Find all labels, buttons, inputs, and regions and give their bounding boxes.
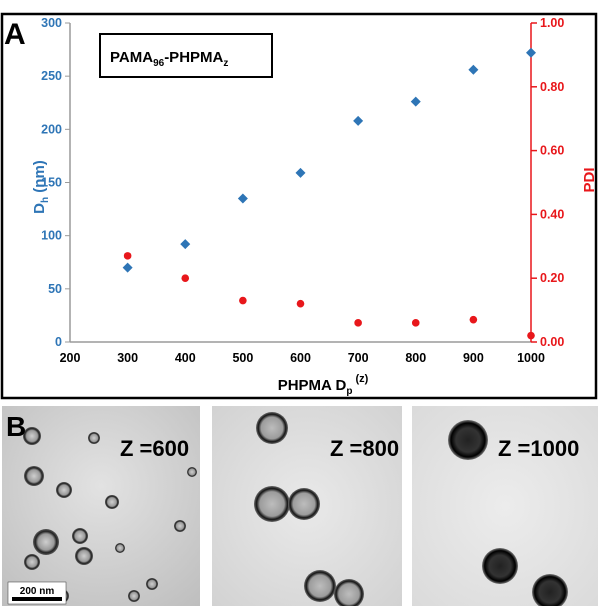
panel-a-frame — [0, 12, 598, 400]
tem-image-z1000: Z =1000 — [412, 406, 598, 606]
y-left-tick-label-250: 250 — [41, 69, 62, 83]
chart-axes: 200 300 400 500 600 700 800 900 1000 0 50 100 150 200… — [41, 16, 564, 365]
tem-label-z800: Z =800 — [330, 436, 399, 461]
tem-label-z600: Z =600 — [120, 436, 189, 461]
y-right-tick-label-0.00: 0.00 — [540, 335, 564, 349]
y-right-axis-label: PDI — [581, 167, 598, 192]
x-tick-label-600: 600 — [290, 351, 311, 365]
tem-image-z800: Z =800 — [212, 406, 402, 606]
y-left-tick-label-0: 0 — [55, 335, 62, 349]
pdi-point-300 — [123, 252, 132, 260]
y-right-tick-label-1.00: 1.00 — [540, 16, 564, 30]
series-dh — [122, 47, 536, 273]
dh-point-700 — [353, 115, 364, 126]
x-tick-label-1000: 1000 — [517, 351, 545, 365]
scale-bar — [12, 597, 62, 601]
dh-point-800 — [410, 96, 421, 107]
x-tick-label-300: 300 — [117, 351, 138, 365]
dh-point-500 — [237, 193, 248, 204]
pdi-point-500 — [239, 296, 247, 305]
y-left-tick-label-300: 300 — [41, 16, 62, 30]
chart-svg: A 200 300 400 500 600 700 800 900 10000501001502… — [0, 12, 598, 400]
y-right-tick-label-0.40: 0.40 — [540, 207, 564, 221]
tem-image-z600: Z =600 B 200 nm — [2, 406, 200, 606]
y-left-tick-label-50: 50 — [48, 282, 62, 296]
panel-a-letter: A — [4, 18, 26, 51]
y-right-tick-label-0.20: 0.20 — [540, 271, 564, 285]
tem-label-z1000: Z =1000 — [498, 436, 579, 461]
dh-point-300 — [122, 262, 133, 273]
y-left-tick-label-200: 200 — [41, 122, 62, 136]
panel-b-letter: B — [6, 411, 26, 442]
legend-box-label: PAMA96-PHPMAz — [110, 49, 228, 69]
scale-bar-label: 200 nm — [20, 586, 55, 597]
series-pdi — [123, 252, 535, 340]
dh-point-600 — [295, 167, 306, 178]
pdi-point-900 — [469, 315, 478, 324]
x-axis-label: PHPMA Dp(z) — [278, 373, 369, 397]
legend-box — [99, 33, 273, 78]
x-tick-label-800: 800 — [405, 351, 426, 365]
x-tick-label-900: 900 — [463, 351, 484, 365]
dh-point-400 — [180, 239, 191, 250]
dh-point-900 — [468, 64, 479, 75]
y-left-axis-label: Dh (nm) — [31, 160, 51, 214]
pdi-point-700 — [354, 319, 362, 327]
x-tick-label-500: 500 — [232, 351, 253, 365]
panel-b-tem-images: Z =600 B 200 nm Z =800 — [0, 400, 598, 606]
x-tick-label-700: 700 — [348, 351, 369, 365]
pdi-point-400 — [181, 274, 190, 283]
y-left-tick-label-150: 150 — [41, 176, 62, 190]
y-right-tick-label-0.80: 0.80 — [540, 80, 564, 94]
dh-point-1000 — [526, 47, 536, 58]
pdi-point-600 — [296, 299, 305, 308]
y-left-tick-label-100: 100 — [41, 229, 62, 243]
pdi-point-1000 — [527, 331, 535, 340]
y-right-tick-label-0.60: 0.60 — [540, 144, 564, 158]
pdi-point-800 — [411, 319, 420, 327]
panel-a-chart: A 200 300 400 500 600 700 800 900 1000 0 50 100 150 2… — [0, 12, 598, 400]
x-tick-label-200: 200 — [60, 351, 81, 365]
x-tick-label-400: 400 — [175, 351, 196, 365]
